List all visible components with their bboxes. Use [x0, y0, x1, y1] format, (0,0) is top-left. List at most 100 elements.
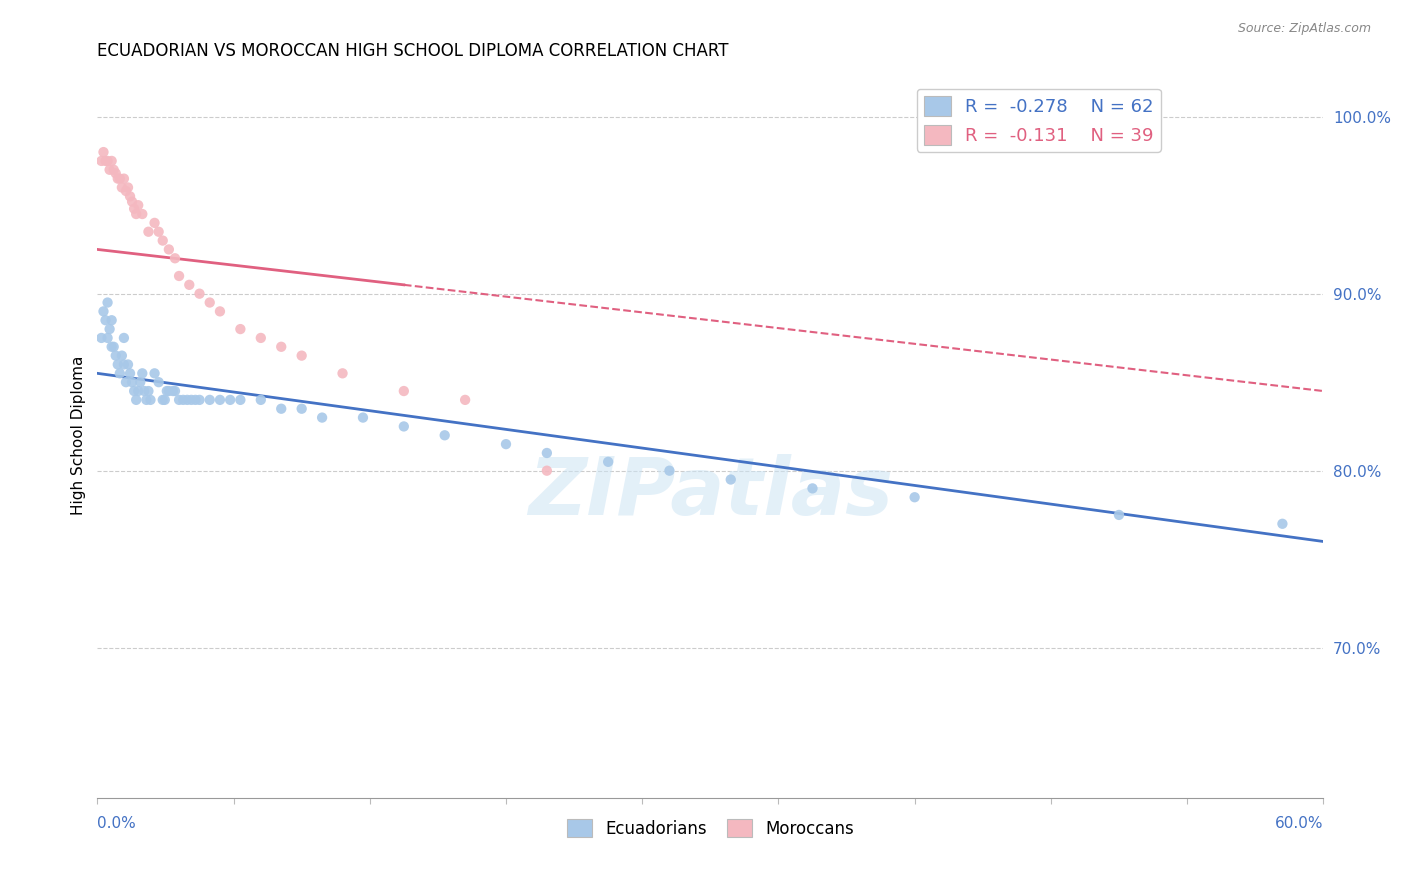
- Point: [433, 428, 456, 442]
- Point: [180, 392, 202, 407]
- Point: [129, 375, 152, 389]
- Point: [112, 171, 135, 186]
- Point: [229, 322, 252, 336]
- Y-axis label: High School Diploma: High School Diploma: [72, 356, 86, 515]
- Point: [121, 375, 143, 389]
- Point: [139, 392, 162, 407]
- Point: [229, 392, 252, 407]
- Point: [125, 392, 148, 407]
- Point: [111, 180, 134, 194]
- Legend: Ecuadorians, Moroccans: Ecuadorians, Moroccans: [560, 813, 860, 844]
- Text: 0.0%: 0.0%: [97, 816, 136, 831]
- Point: [94, 153, 117, 168]
- Text: ECUADORIAN VS MOROCCAN HIGH SCHOOL DIPLOMA CORRELATION CHART: ECUADORIAN VS MOROCCAN HIGH SCHOOL DIPLO…: [97, 42, 728, 60]
- Point: [162, 384, 184, 398]
- Point: [108, 171, 131, 186]
- Point: [311, 410, 333, 425]
- Point: [104, 349, 127, 363]
- Point: [112, 358, 135, 372]
- Point: [392, 384, 415, 398]
- Point: [131, 367, 153, 381]
- Point: [801, 482, 824, 496]
- Point: [148, 225, 170, 239]
- Point: [270, 340, 292, 354]
- Point: [97, 295, 120, 310]
- Point: [291, 349, 314, 363]
- Point: [249, 392, 271, 407]
- Point: [1108, 508, 1130, 522]
- Point: [90, 153, 112, 168]
- Point: [179, 277, 201, 292]
- Point: [107, 358, 129, 372]
- Point: [97, 153, 120, 168]
- Point: [107, 171, 129, 186]
- Point: [157, 384, 180, 398]
- Point: [152, 392, 174, 407]
- Point: [172, 392, 194, 407]
- Point: [454, 392, 477, 407]
- Point: [208, 304, 231, 318]
- Point: [163, 384, 186, 398]
- Point: [392, 419, 415, 434]
- Point: [198, 392, 221, 407]
- Point: [156, 384, 179, 398]
- Point: [184, 392, 207, 407]
- Point: [104, 166, 127, 180]
- Point: [138, 384, 160, 398]
- Point: [219, 392, 242, 407]
- Point: [188, 286, 211, 301]
- Point: [188, 392, 211, 407]
- Point: [118, 189, 141, 203]
- Point: [291, 401, 314, 416]
- Point: [122, 202, 145, 216]
- Point: [143, 216, 166, 230]
- Point: [148, 375, 170, 389]
- Point: [598, 455, 620, 469]
- Point: [98, 322, 121, 336]
- Point: [115, 375, 138, 389]
- Point: [111, 349, 134, 363]
- Point: [131, 207, 153, 221]
- Point: [135, 392, 157, 407]
- Point: [122, 384, 145, 398]
- Point: [127, 198, 149, 212]
- Point: [115, 184, 138, 198]
- Point: [352, 410, 374, 425]
- Point: [117, 358, 139, 372]
- Point: [98, 162, 121, 177]
- Point: [121, 194, 143, 209]
- Point: [167, 392, 190, 407]
- Point: [176, 392, 198, 407]
- Point: [118, 367, 141, 381]
- Text: ZIPatlas: ZIPatlas: [527, 454, 893, 533]
- Point: [93, 304, 115, 318]
- Point: [100, 153, 122, 168]
- Text: Source: ZipAtlas.com: Source: ZipAtlas.com: [1237, 22, 1371, 36]
- Point: [536, 446, 558, 460]
- Point: [152, 234, 174, 248]
- Point: [495, 437, 517, 451]
- Point: [108, 367, 131, 381]
- Point: [143, 367, 166, 381]
- Point: [157, 243, 180, 257]
- Point: [103, 162, 125, 177]
- Point: [100, 313, 122, 327]
- Point: [127, 384, 149, 398]
- Point: [94, 313, 117, 327]
- Point: [208, 392, 231, 407]
- Point: [100, 340, 122, 354]
- Point: [163, 252, 186, 266]
- Point: [1271, 516, 1294, 531]
- Point: [167, 268, 190, 283]
- Point: [536, 464, 558, 478]
- Point: [138, 225, 160, 239]
- Point: [93, 145, 115, 159]
- Point: [117, 180, 139, 194]
- Point: [249, 331, 271, 345]
- Point: [153, 392, 176, 407]
- Point: [103, 340, 125, 354]
- Point: [90, 331, 112, 345]
- Point: [97, 331, 120, 345]
- Text: 60.0%: 60.0%: [1275, 816, 1323, 831]
- Point: [720, 473, 742, 487]
